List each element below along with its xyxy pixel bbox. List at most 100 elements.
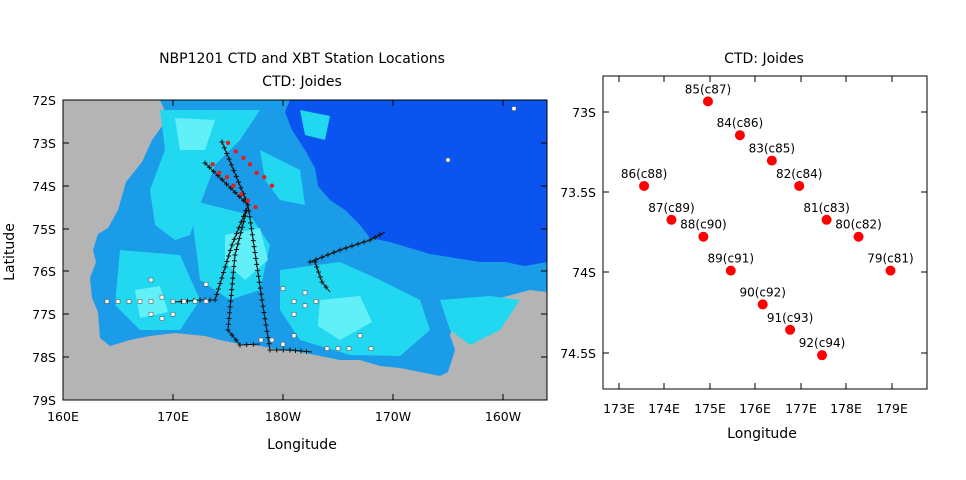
map-xtick-label: 180W xyxy=(265,409,301,424)
xbt-station xyxy=(368,346,374,351)
ctd-track-marker xyxy=(238,230,244,236)
ctd-track-marker xyxy=(377,232,383,238)
zoom-xtick-label: 175E xyxy=(694,401,726,416)
ctd-track-marker xyxy=(245,202,251,208)
ctd-track-marker xyxy=(226,315,232,321)
station-point xyxy=(817,350,828,361)
ctd-track-marker xyxy=(349,243,355,249)
ctd-track-marker xyxy=(197,297,203,303)
xbt-station xyxy=(115,299,121,304)
station-point xyxy=(666,214,677,225)
xbt-station xyxy=(148,277,154,283)
ctd-track-marker xyxy=(228,298,234,304)
ctd-track-marker xyxy=(202,160,208,166)
ctd-track-marker xyxy=(217,281,223,286)
ctd-station-marker xyxy=(225,140,231,146)
map-title-line2: CTD: Joides xyxy=(262,74,342,90)
station-point xyxy=(702,96,713,107)
ctd-track-marker xyxy=(265,335,271,340)
station-point xyxy=(757,299,768,310)
ctd-track-marker xyxy=(227,310,233,316)
xbt-station xyxy=(192,299,198,304)
ctd-track-marker xyxy=(361,239,367,245)
ctd-track-marker xyxy=(263,322,269,328)
ctd-track-marker xyxy=(241,219,247,225)
shelf-patches xyxy=(115,110,520,356)
xbt-station xyxy=(346,346,352,351)
ctd-track-marker xyxy=(230,275,236,281)
station-label: 92(c94) xyxy=(799,336,846,350)
xbt-station xyxy=(203,282,209,287)
ctd-track-marker xyxy=(230,269,236,275)
ctd-track-marker xyxy=(226,253,232,259)
ctd-track-marker xyxy=(211,168,217,174)
xbt-station xyxy=(313,299,319,304)
ctd-track-marker xyxy=(248,220,254,226)
xbt-station xyxy=(181,299,187,304)
map-x-axis-label: Longitude xyxy=(267,437,337,453)
zoom-x-ticks xyxy=(618,76,893,389)
zoom-xtick-label: 179E xyxy=(876,401,908,416)
ctd-track-marker xyxy=(325,252,331,258)
station-point xyxy=(853,231,864,242)
station-label: 91(c93) xyxy=(767,311,814,325)
station-label: 85(c87) xyxy=(685,82,732,96)
xbt-station xyxy=(511,106,517,111)
map-ytick-label: 76S xyxy=(32,264,56,279)
xbt-station xyxy=(126,299,132,304)
ctd-track-marker xyxy=(312,259,318,265)
ctd-track-marker xyxy=(212,297,218,303)
map-ytick-label: 77S xyxy=(32,307,56,322)
ctd-track-marker xyxy=(262,316,268,322)
ctd-station-marker xyxy=(262,174,267,180)
ctd-station-marker xyxy=(247,162,253,167)
ctd-track-marker xyxy=(304,349,309,354)
station-point xyxy=(794,180,805,191)
ctd-track-marker xyxy=(231,264,237,270)
xbt-station xyxy=(302,290,308,296)
xbt-station xyxy=(258,337,264,343)
zoom-xtick-label: 176E xyxy=(739,401,771,416)
station-label: 80(c82) xyxy=(835,218,882,232)
map-panel: NBP1201 CTD and XBT Station Locations CT… xyxy=(2,51,548,453)
ctd-track-marker xyxy=(227,248,233,253)
station-point xyxy=(821,214,832,225)
xbt-station xyxy=(203,299,209,304)
xbt-station xyxy=(148,312,154,317)
ctd-track-marker xyxy=(343,245,349,251)
ctd-station-marker xyxy=(253,204,258,210)
ctd-track-marker xyxy=(266,341,272,347)
ctd-track-marker xyxy=(219,177,225,183)
zoom-ytick-label: 74.5S xyxy=(560,346,596,361)
ctd-track-marker xyxy=(231,168,237,174)
ctd-track-marker xyxy=(244,342,250,348)
station-label: 82(c84) xyxy=(776,167,823,181)
xbt-station xyxy=(302,303,308,308)
ctd-track-marker xyxy=(319,279,325,285)
station-point xyxy=(766,155,777,166)
map-ytick-label: 73S xyxy=(32,136,56,151)
ctd-station-marker xyxy=(217,170,222,176)
map-frame xyxy=(62,99,548,401)
xbt-station xyxy=(445,157,451,163)
ctd-track-marker xyxy=(250,238,256,244)
ctd-track-marker xyxy=(231,258,237,264)
ctd-track-marker xyxy=(274,347,280,353)
station-label: 83(c85) xyxy=(749,142,796,156)
station-label: 84(c86) xyxy=(717,116,764,130)
ctd-station-marker xyxy=(254,170,259,176)
xbt-station xyxy=(159,316,165,321)
ctd-station-marker xyxy=(231,183,236,188)
xbt-station xyxy=(291,333,297,338)
ctd-track-marker xyxy=(224,259,230,264)
ctd-track-marker xyxy=(228,292,234,298)
ctd-track-marker xyxy=(239,224,245,230)
ctd-track-marker xyxy=(258,291,264,297)
zoom-frame xyxy=(602,75,928,390)
zoom-x-axis-label: Longitude xyxy=(727,426,797,442)
ctd-track-marker xyxy=(233,337,239,343)
ctd-track-marker xyxy=(224,150,230,156)
xbt-station xyxy=(357,333,363,338)
ctd-station-marker xyxy=(233,149,238,154)
